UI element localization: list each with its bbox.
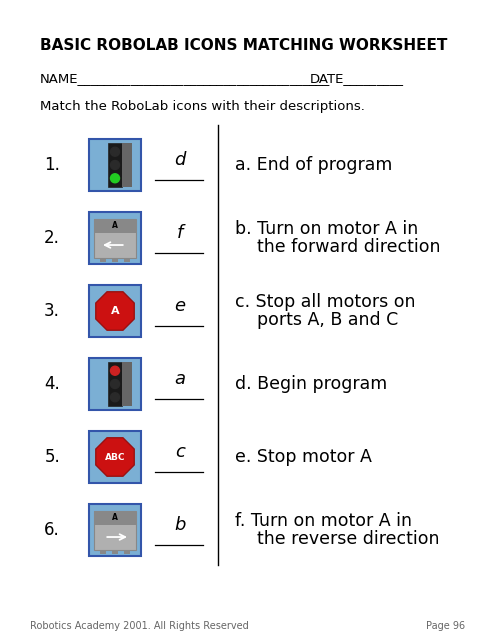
FancyBboxPatch shape <box>94 511 136 550</box>
FancyBboxPatch shape <box>112 550 118 554</box>
Text: a: a <box>175 370 186 388</box>
Text: f. Turn on motor A in: f. Turn on motor A in <box>235 512 412 530</box>
Text: A: A <box>111 306 119 316</box>
Text: 3.: 3. <box>44 302 60 320</box>
FancyBboxPatch shape <box>100 257 106 262</box>
Text: BASIC ROBOLAB ICONS MATCHING WORKSHEET: BASIC ROBOLAB ICONS MATCHING WORKSHEET <box>40 38 447 53</box>
Circle shape <box>110 366 119 375</box>
Text: 4.: 4. <box>44 375 60 393</box>
Circle shape <box>110 380 119 388</box>
Circle shape <box>110 147 119 156</box>
Text: 6.: 6. <box>44 521 60 539</box>
FancyBboxPatch shape <box>94 511 136 525</box>
Text: f: f <box>177 224 183 242</box>
FancyBboxPatch shape <box>89 358 141 410</box>
FancyBboxPatch shape <box>108 143 122 187</box>
Text: 1.: 1. <box>44 156 60 174</box>
Circle shape <box>110 393 119 402</box>
FancyBboxPatch shape <box>89 431 141 483</box>
Text: d: d <box>174 151 186 169</box>
Polygon shape <box>96 292 134 330</box>
FancyBboxPatch shape <box>94 218 136 234</box>
Text: A: A <box>112 221 118 230</box>
Text: NAME______________________________________: NAME____________________________________… <box>40 72 330 85</box>
Text: ports A, B and C: ports A, B and C <box>257 311 398 329</box>
Text: e: e <box>174 297 186 315</box>
FancyBboxPatch shape <box>89 139 141 191</box>
Text: the forward direction: the forward direction <box>257 238 441 256</box>
FancyBboxPatch shape <box>108 362 122 406</box>
FancyBboxPatch shape <box>89 504 141 556</box>
Text: A: A <box>112 513 118 522</box>
Text: b. Turn on motor A in: b. Turn on motor A in <box>235 220 418 238</box>
Text: 2.: 2. <box>44 229 60 247</box>
FancyBboxPatch shape <box>124 550 130 554</box>
Polygon shape <box>96 438 134 476</box>
FancyBboxPatch shape <box>94 218 136 257</box>
FancyBboxPatch shape <box>100 550 106 554</box>
Text: Robotics Academy 2001. All Rights Reserved: Robotics Academy 2001. All Rights Reserv… <box>30 621 249 631</box>
Text: b: b <box>174 516 186 534</box>
FancyBboxPatch shape <box>89 285 141 337</box>
FancyBboxPatch shape <box>122 362 132 406</box>
Text: Match the RoboLab icons with their descriptions.: Match the RoboLab icons with their descr… <box>40 100 365 113</box>
FancyBboxPatch shape <box>112 257 118 262</box>
Circle shape <box>110 161 119 170</box>
Text: 5.: 5. <box>44 448 60 466</box>
Text: ABC: ABC <box>105 452 125 461</box>
Text: a. End of program: a. End of program <box>235 156 393 174</box>
Text: c. Stop all motors on: c. Stop all motors on <box>235 293 415 311</box>
FancyBboxPatch shape <box>89 212 141 264</box>
FancyBboxPatch shape <box>124 257 130 262</box>
Circle shape <box>110 173 119 183</box>
Text: the reverse direction: the reverse direction <box>257 530 440 548</box>
FancyBboxPatch shape <box>122 143 132 187</box>
Text: Page 96: Page 96 <box>426 621 465 631</box>
Text: e. Stop motor A: e. Stop motor A <box>235 448 372 466</box>
Text: DATE_________: DATE_________ <box>310 72 404 85</box>
Text: d. Begin program: d. Begin program <box>235 375 387 393</box>
Text: c: c <box>175 443 185 461</box>
